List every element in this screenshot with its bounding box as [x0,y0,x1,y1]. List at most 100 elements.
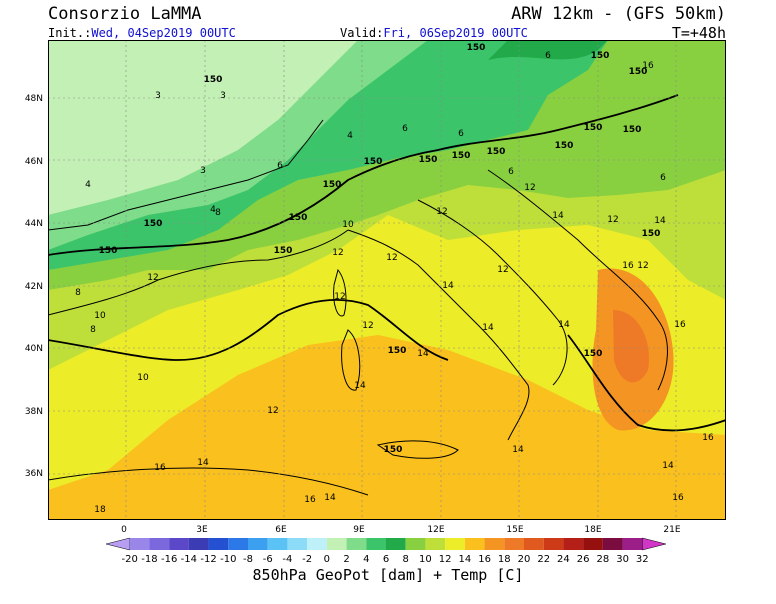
temp-contour-label: 16 [642,61,654,71]
temp-contour-label: 4 [210,205,216,215]
temp-contour-label: 12 [147,273,158,283]
colorbar-swatch [543,538,564,550]
colorbar-swatch [129,538,150,550]
lon-tick-label: 6E [275,525,287,535]
geopot-contour-label: 150 [144,219,163,229]
temp-contour-label: 16 [154,463,166,473]
geopot-contour-label: 150 [323,180,342,190]
temp-contour-label: 14 [482,323,494,333]
colorbar-swatch [169,538,189,550]
colorbar-swatch [445,538,465,550]
lon-tick-label: 18E [584,525,601,535]
colorbar-tick-label: 2 [343,554,349,565]
colorbar-swatch [464,538,485,550]
temp-contour-label: 14 [442,281,454,291]
temp-contour-label: 8 [75,288,81,298]
colorbar-tick-label: 10 [419,554,432,565]
temp-contour-label: 16 [622,261,634,271]
colorbar-tick-label: -6 [263,554,273,565]
temp-contour-label: 12 [386,253,397,263]
colorbar-tick-label: 28 [596,554,609,565]
map-frame [48,40,726,520]
field-20-greece [613,310,649,383]
colorbar-swatch [267,538,288,550]
geopot-contour-label: 150 [384,445,403,455]
colorbar-tick-label: 0 [324,554,330,565]
temp-contour-label: 6 [402,124,408,134]
colorbar-swatch [386,538,406,550]
colorbar-tick-label: -12 [200,554,216,565]
lat-tick-label: 44N [25,219,43,229]
valid-time: Valid:Fri, 06Sep2019 00UTC [340,26,528,40]
colorbar-tick-label: 26 [577,554,590,565]
colorbar-tick-label: 30 [616,554,629,565]
temp-contour-label: 12 [637,261,648,271]
temp-contour-label: 12 [524,183,535,193]
geopot-contour-label: 150 [467,43,486,53]
geopot-contour-label: 150 [591,51,610,61]
temperature-field [48,40,726,520]
geopot-contour-label: 150 [99,246,118,256]
temp-contour-label: 14 [512,445,524,455]
field-8-north [488,40,608,60]
model-title: ARW 12km - (GFS 50km) [511,4,726,24]
geopot-contour-label: 150 [419,155,438,165]
lon-tick-label: 12E [427,525,444,535]
geopot-contour-label: 150 [388,346,407,356]
lead-time: T=+48h [671,24,726,42]
temp-contour-label: 14 [417,349,429,359]
geopot-contour-label: 150 [629,67,648,77]
coast-africa [48,467,369,496]
contour-150 [48,94,679,256]
temp-contour-label: 6 [458,129,464,139]
valid-value: Fri, 06Sep2019 00UTC [383,26,528,40]
colorbar-swatch [248,538,268,550]
sardinia [341,329,361,391]
geopot-contour-label: 150 [452,151,471,161]
colorbar-swatch [307,538,327,550]
colorbar-swatch [642,537,667,551]
colorbar-swatch [149,538,170,550]
colorbar-tick-label: 20 [518,554,531,565]
coast-france [48,229,349,316]
temp-contour-label: 12 [334,292,345,302]
colorbar-swatch [602,538,623,550]
colorbar-swatch [622,538,643,550]
temp-contour-label: 8 [215,208,221,218]
temp-contour-label: 12 [497,265,508,275]
corsica [333,268,347,317]
temp-contour-label: 12 [362,321,373,331]
temp-contour-label: 10 [342,220,354,230]
geopot-contour-label: 150 [555,141,574,151]
colorbar-swatch [326,538,347,550]
temp-contour-label: 4 [347,131,353,141]
temp-contour-label: 10 [137,373,149,383]
temp-contour-label: 12 [607,215,618,225]
colorbar-tick-label: 18 [498,554,511,565]
temp-contour-label: 14 [662,461,674,471]
temp-contour-label: 3 [220,91,226,101]
coastlines [48,119,668,496]
coast-italy-east [417,199,568,386]
colorbar-tick-label: -14 [181,554,197,565]
lat-tick-label: 48N [25,94,43,104]
sicily [376,440,459,459]
temp-contour-label: 10 [94,311,106,321]
colorbar-swatch [484,538,505,550]
temp-contour-label: 6 [545,51,551,61]
colorbar-tick-label: 6 [383,554,389,565]
colorbar-tick-label: 14 [458,554,471,565]
colorbar-swatch [208,538,229,550]
geopot-contour-label: 150 [642,229,661,239]
temp-contour-label: 3 [200,166,206,176]
geopot-contour-label: 150 [487,147,506,157]
colorbar-tick-label: -4 [282,554,292,565]
temp-contour-label: 14 [197,458,209,468]
temp-contour-label: 12 [267,406,278,416]
lat-tick-label: 46N [25,157,43,167]
init-time: Init.:Wed, 04Sep2019 00UTC [48,26,236,40]
colorbar-swatch [105,537,130,551]
temp-contour-label: 14 [552,211,564,221]
lat-tick-label: 36N [25,469,43,479]
